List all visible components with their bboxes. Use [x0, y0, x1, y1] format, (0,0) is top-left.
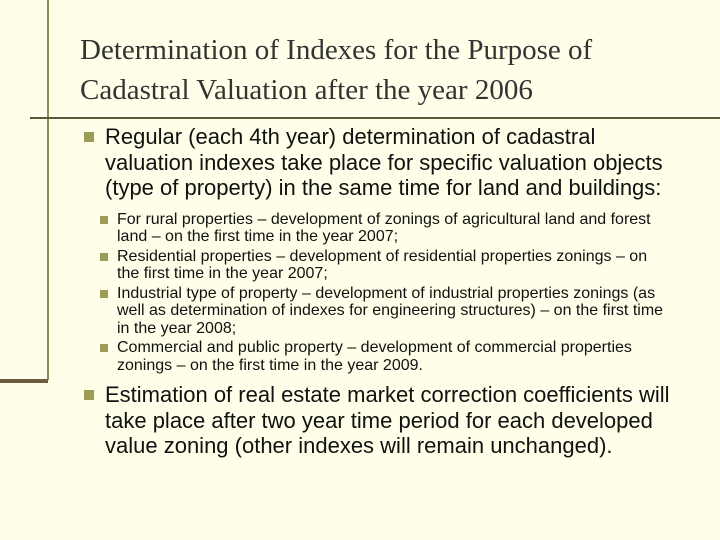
bullet-marker	[84, 390, 94, 400]
left-rule	[47, 0, 49, 380]
sub-bullet-marker	[100, 252, 108, 261]
content: Regular (each 4th year) determination of…	[84, 124, 684, 465]
bullet-text: Estimation of real estate market correct…	[105, 382, 670, 458]
sub-bullet-text: Commercial and public property – develop…	[117, 339, 632, 374]
sub-bullet-marker	[100, 344, 108, 352]
slide-title: Determination of Indexes for the Purpose…	[80, 34, 593, 106]
sub-bullet: For rural properties – development of zo…	[84, 211, 665, 246]
title-rule	[30, 117, 720, 119]
sub-bullet-text: Residential properties – development of …	[117, 247, 648, 283]
bullet: Regular (each 4th year) determination of…	[84, 124, 684, 201]
sub-bullet: Industrial type of property – developmen…	[84, 285, 665, 338]
sub-bullet-marker	[100, 289, 108, 298]
sub-bullet: Commercial and public property – develop…	[84, 339, 665, 374]
sub-bullet-list: For rural properties – development of zo…	[84, 211, 684, 375]
sub-bullet-marker	[100, 215, 108, 224]
bullet: Estimation of real estate market correct…	[84, 382, 684, 459]
sub-bullet-text: For rural properties – development of zo…	[117, 210, 651, 246]
sub-bullet: Residential properties – development of …	[84, 248, 665, 283]
sub-bullet-text: Industrial type of property – developmen…	[117, 284, 664, 337]
bullet-text: Regular (each 4th year) determination of…	[105, 124, 663, 200]
bullet-marker	[84, 132, 94, 142]
rule-accent	[0, 379, 48, 383]
